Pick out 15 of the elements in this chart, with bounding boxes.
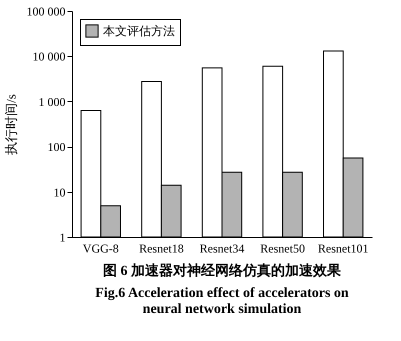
text: 图 6 加速器对神经网络仿真的加速效果 [103, 262, 342, 279]
y-tick-label: 10 000 [32, 50, 66, 64]
y-tick-label: 1 000 [38, 94, 66, 109]
text: Fig.6 Acceleration effect of accelerators on neural network simulation [95, 286, 349, 317]
x-tick-label: Resnet34 [200, 242, 244, 256]
y-axis-title: 执行时间/s [4, 94, 18, 155]
y-tick-label: 10 [54, 185, 66, 200]
x-tick-label: VGG-8 [82, 242, 119, 256]
y-tick-label: 100 000 [26, 4, 66, 18]
y-tick-label: 1 [60, 230, 66, 244]
legend-label: 本文评估方法 [103, 24, 175, 38]
y-tick-label: 100 [48, 140, 66, 154]
x-tick-label: Resnet18 [139, 242, 184, 256]
x-tick-label: Resnet101 [318, 242, 369, 256]
x-tick-label: Resnet50 [260, 242, 305, 256]
